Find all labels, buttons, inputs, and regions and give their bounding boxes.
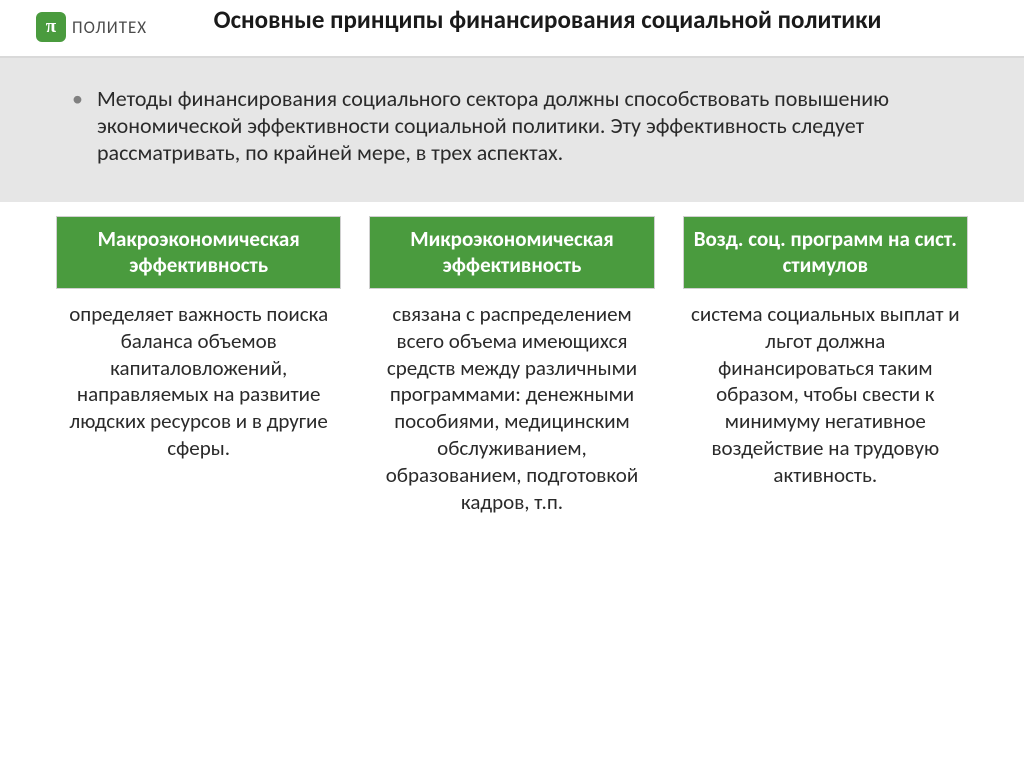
intro-band: • Методы финансирования социального сект… bbox=[0, 58, 1024, 202]
intro-bullet: • Методы финансирования социального сект… bbox=[72, 86, 952, 166]
column-header: Микроэкономическая эффективность bbox=[369, 216, 654, 288]
intro-block: • Методы финансирования социального сект… bbox=[0, 86, 1024, 166]
pi-symbol: π bbox=[46, 16, 56, 38]
column-body: связана с распределением всего объема им… bbox=[369, 289, 654, 516]
slide-header: π ПОЛИТЕХ Основные принципы финансирован… bbox=[0, 0, 1024, 58]
logo: π ПОЛИТЕХ bbox=[36, 12, 147, 42]
column-body: система социальных выплат и льгот должна… bbox=[683, 289, 968, 489]
logo-text: ПОЛИТЕХ bbox=[72, 17, 147, 38]
column-header: Возд. соц. программ на сист. стимулов bbox=[683, 216, 968, 288]
column-macro: Макроэкономическая эффективность определ… bbox=[56, 216, 341, 515]
column-body: определяет важность поиска баланса объем… bbox=[56, 289, 341, 462]
pi-icon: π bbox=[36, 12, 66, 42]
column-incentives: Возд. соц. программ на сист. стимулов си… bbox=[683, 216, 968, 515]
intro-text: Методы финансирования социального сектор… bbox=[97, 86, 952, 166]
bullet-icon: • bbox=[72, 86, 83, 112]
column-micro: Микроэкономическая эффективность связана… bbox=[369, 216, 654, 515]
slide-title: Основные принципы финансирования социаль… bbox=[167, 6, 988, 35]
columns-container: Макроэкономическая эффективность определ… bbox=[0, 202, 1024, 515]
column-header: Макроэкономическая эффективность bbox=[56, 216, 341, 288]
